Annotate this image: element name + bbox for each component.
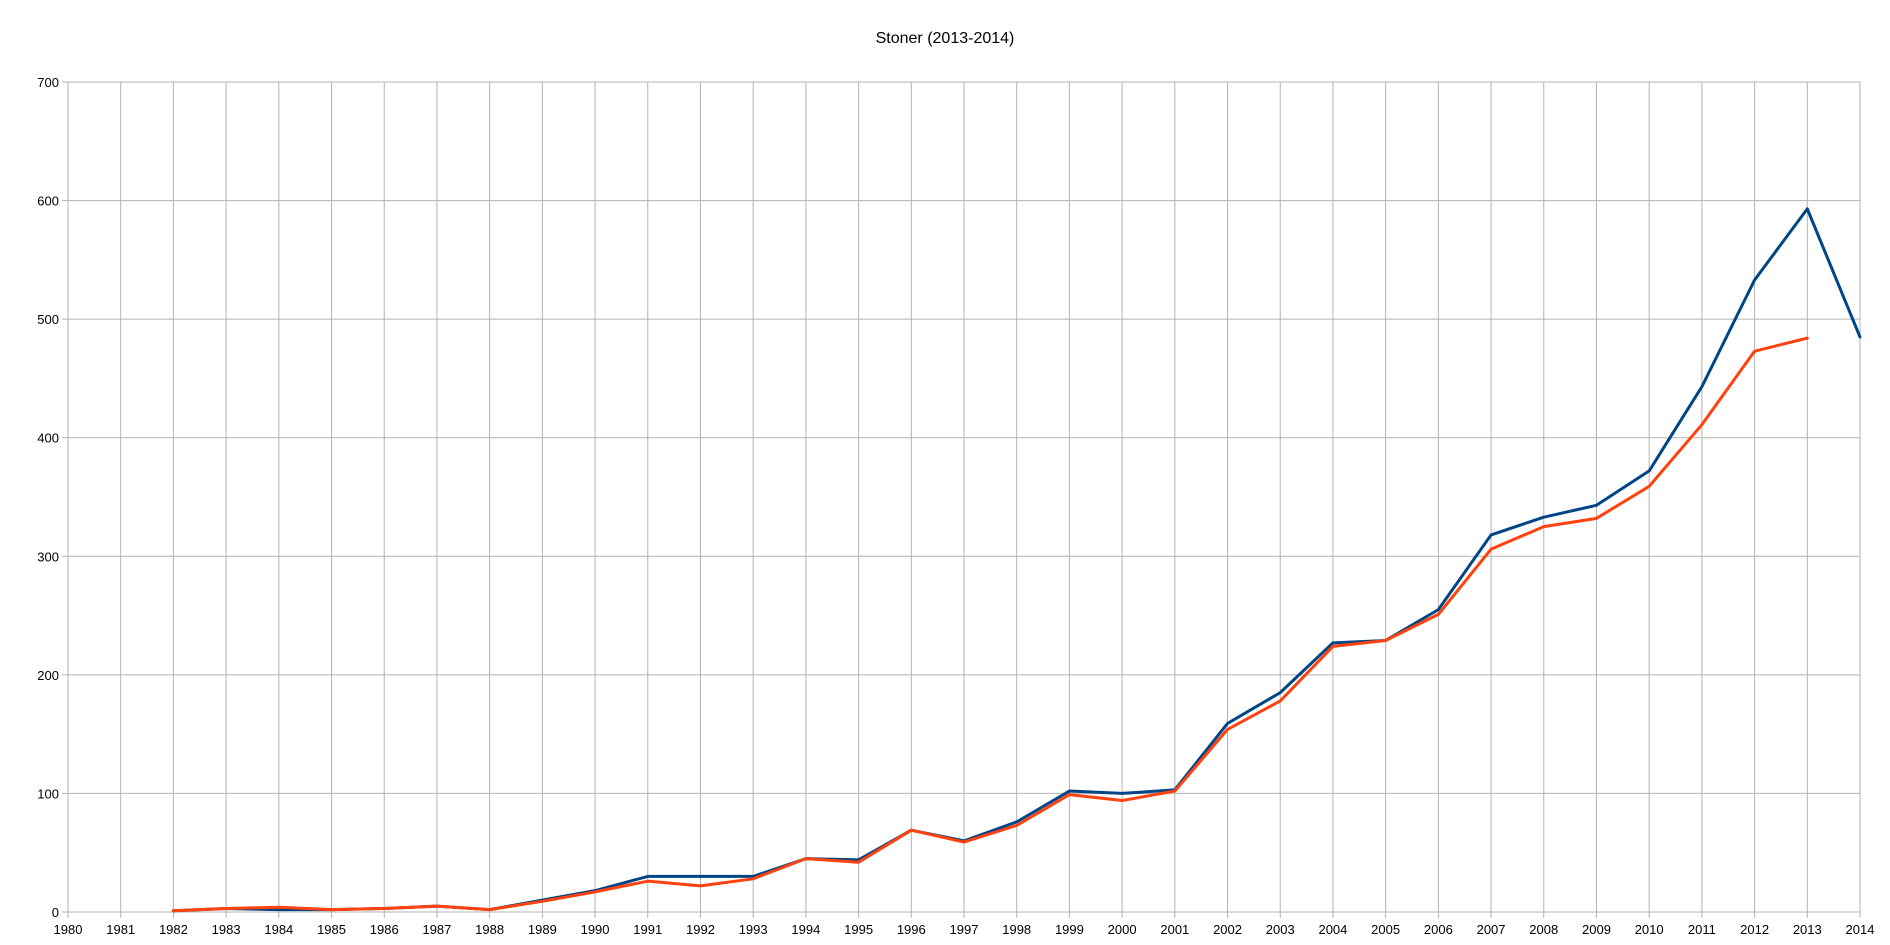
x-tick-label: 1988 <box>475 922 504 937</box>
x-tick-label: 2008 <box>1529 922 1558 937</box>
x-tick-label: 2011 <box>1688 922 1716 937</box>
y-tick-label: 200 <box>37 668 59 683</box>
x-tick-label: 1989 <box>528 922 557 937</box>
y-tick-label: 300 <box>37 549 59 564</box>
y-tick-label: 0 <box>52 905 59 920</box>
x-tick-label: 1998 <box>1002 922 1031 937</box>
x-tick-label: 2006 <box>1424 922 1453 937</box>
y-tick-label: 500 <box>37 312 59 327</box>
x-tick-label: 1991 <box>633 922 662 937</box>
x-tick-label: 2005 <box>1371 922 1400 937</box>
x-tick-label: 1983 <box>212 922 241 937</box>
x-tick-label: 2012 <box>1740 922 1769 937</box>
x-tick-label: 1993 <box>739 922 768 937</box>
x-tick-label: 1987 <box>422 922 451 937</box>
x-tick-label: 2001 <box>1160 922 1189 937</box>
x-tick-label: 1992 <box>686 922 715 937</box>
x-tick-label: 2007 <box>1477 922 1506 937</box>
series-2-line <box>171 336 1809 913</box>
x-tick-label: 2009 <box>1582 922 1611 937</box>
x-tick-label: 2002 <box>1213 922 1242 937</box>
x-tick-label: 1981 <box>106 922 135 937</box>
x-tick-label: 2014 <box>1846 922 1875 937</box>
x-tick-label: 1995 <box>844 922 873 937</box>
y-tick-label: 400 <box>37 431 59 446</box>
y-tick-label: 100 <box>37 786 59 801</box>
chart-title: Stoner (2013-2014) <box>875 30 1015 47</box>
x-tick-label: 2013 <box>1793 922 1822 937</box>
x-tick-label: 1985 <box>317 922 346 937</box>
y-tick-label: 700 <box>37 75 59 90</box>
x-tick-label: 2010 <box>1635 922 1664 937</box>
x-tick-label: 1990 <box>581 922 610 937</box>
x-tick-label: 1980 <box>54 922 83 937</box>
x-tick-label: 2003 <box>1266 922 1295 937</box>
x-tick-label: 1986 <box>370 922 399 937</box>
x-tick-label: 1982 <box>159 922 188 937</box>
x-tick-label: 1984 <box>264 922 293 937</box>
x-tick-label: 1994 <box>791 922 820 937</box>
x-tick-label: 2004 <box>1318 922 1347 937</box>
x-tick-label: 1996 <box>897 922 926 937</box>
x-tick-label: 2000 <box>1108 922 1137 937</box>
x-tick-label: 1999 <box>1055 922 1084 937</box>
y-tick-label: 600 <box>37 194 59 209</box>
x-tick-label: 1997 <box>950 922 979 937</box>
